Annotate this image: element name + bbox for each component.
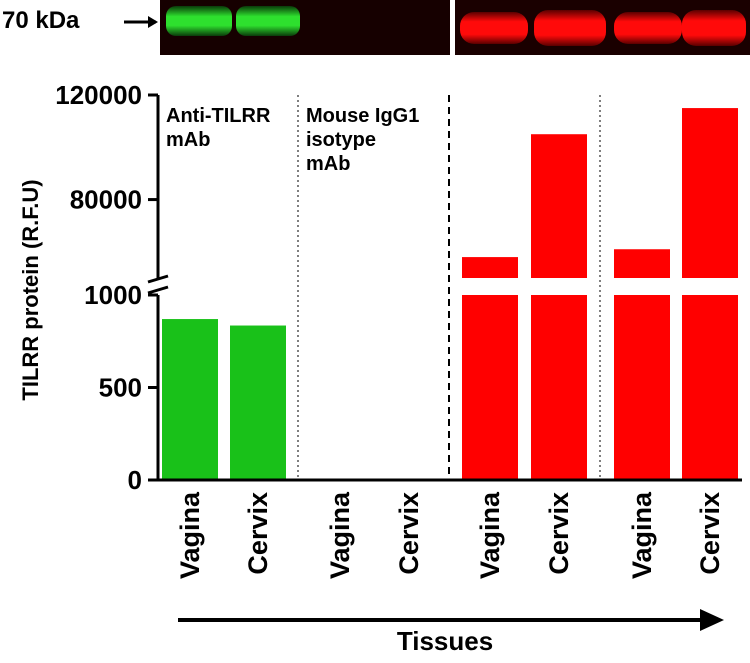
western-blot: 70 kDa [2, 0, 750, 55]
y-tick-label: 1000 [84, 280, 142, 310]
axis-break-mark [147, 285, 169, 295]
axis-break-mark [147, 274, 169, 284]
blot-arrow [124, 16, 158, 28]
x-axis-arrow [178, 609, 724, 631]
x-tick-labels: Vagina Cervix Vagina Cervix Vagina Cervix Vagi… [175, 491, 725, 579]
bar [531, 295, 587, 480]
bars [162, 108, 738, 480]
blot-band [614, 12, 682, 44]
annotations: Anti-TILRR mAb Mouse IgG1 isotype mAb [166, 105, 419, 175]
x-tick-label: Vagina [325, 491, 355, 579]
x-tick-label: Cervix [243, 492, 273, 575]
y-ticks: 0 500 1000 80000 120000 [55, 80, 158, 495]
blot-band [682, 10, 746, 46]
x-tick-label: Vagina [475, 491, 505, 579]
x-axis-title: Tissues [397, 626, 493, 656]
bar [162, 319, 218, 480]
bar-upper-segment [614, 249, 670, 278]
bar-upper-segment [531, 134, 587, 278]
blot-band [534, 10, 606, 46]
axis-break-gaps [160, 278, 750, 295]
x-tick-label: Cervix [544, 492, 574, 575]
bar [682, 295, 738, 480]
y-tick-label: 120000 [55, 80, 142, 110]
bar [462, 295, 518, 480]
blot-band [166, 6, 232, 36]
bar [230, 325, 286, 480]
blot-size-label: 70 kDa [2, 7, 80, 34]
x-tick-label: Cervix [394, 492, 424, 575]
group-separators [297, 95, 601, 480]
x-tick-label: Cervix [695, 492, 725, 575]
group-annotation: Mouse IgG1 isotype mAb [306, 105, 419, 175]
x-tick-label: Vagina [627, 491, 657, 579]
blot-band [460, 12, 528, 44]
blot-band [236, 6, 300, 36]
group-annotation: Anti-TILRR mAb [166, 105, 271, 151]
y-tick-label: 500 [99, 373, 142, 403]
y-tick-label: 80000 [70, 185, 142, 215]
bar [614, 295, 670, 480]
bar-upper-segment [462, 257, 518, 278]
bar-upper-segment [682, 108, 738, 278]
y-tick-label: 0 [128, 465, 142, 495]
axis-break-gap [160, 278, 750, 295]
x-tick-label: Vagina [175, 491, 205, 579]
y-axis-title: TILRR protein (R.F.U) [18, 179, 43, 400]
